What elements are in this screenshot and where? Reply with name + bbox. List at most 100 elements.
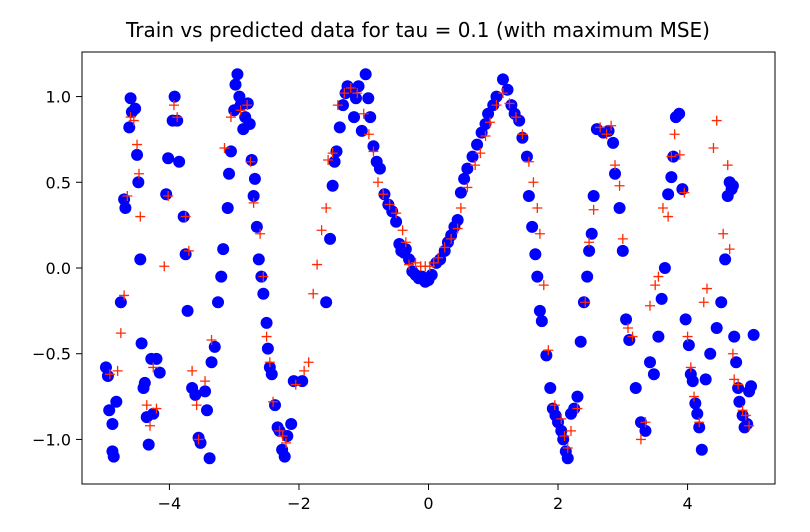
train-point bbox=[124, 92, 137, 105]
predicted-point bbox=[614, 180, 625, 191]
predicted-point bbox=[549, 400, 560, 411]
predicted-point bbox=[517, 129, 528, 140]
train-point bbox=[520, 150, 533, 163]
predicted-point bbox=[264, 357, 275, 368]
train-point bbox=[733, 395, 746, 408]
train-point bbox=[533, 304, 546, 317]
train-point bbox=[496, 73, 509, 86]
predicted-point bbox=[104, 369, 115, 380]
y-tick-label: 0.0 bbox=[46, 259, 71, 278]
predicted-point bbox=[303, 357, 314, 368]
predicted-point bbox=[657, 203, 668, 213]
x-tick-label: −4 bbox=[158, 494, 182, 513]
predicted-point bbox=[543, 345, 554, 356]
predicted-point bbox=[163, 191, 174, 201]
predicted-point bbox=[532, 203, 543, 213]
predicted-point bbox=[666, 151, 677, 162]
predicted-point bbox=[572, 403, 583, 414]
predicted-point bbox=[737, 405, 748, 416]
predicted-point bbox=[685, 362, 696, 373]
predicted-point bbox=[740, 410, 751, 421]
predicted-point bbox=[708, 143, 719, 153]
y-tick-label: −0.5 bbox=[32, 345, 71, 364]
predicted-point bbox=[219, 143, 230, 153]
train-point bbox=[349, 92, 362, 105]
train-point bbox=[362, 92, 375, 105]
predicted-point bbox=[242, 100, 253, 111]
predicted-point bbox=[141, 400, 152, 411]
train-point bbox=[221, 202, 234, 214]
chart-title: Train vs predicted data for tau = 0.1 (w… bbox=[125, 18, 710, 42]
train-point bbox=[173, 155, 186, 168]
train-point bbox=[367, 140, 380, 153]
train-point bbox=[644, 356, 657, 369]
predicted-point bbox=[689, 391, 700, 402]
y-tick-label: 0.5 bbox=[46, 173, 71, 192]
train-point bbox=[607, 136, 620, 149]
train-point bbox=[364, 111, 377, 124]
predicted-point bbox=[321, 203, 332, 213]
train-point bbox=[101, 370, 114, 382]
train-point bbox=[585, 227, 598, 240]
predicted-point bbox=[491, 100, 502, 111]
train-point bbox=[710, 322, 723, 334]
train-point bbox=[359, 68, 372, 81]
train-point bbox=[107, 450, 120, 463]
predicted-point bbox=[523, 156, 534, 167]
predicted-point bbox=[404, 259, 415, 270]
predicted-point bbox=[470, 160, 481, 171]
train-point bbox=[574, 335, 587, 348]
predicted-point bbox=[316, 225, 327, 236]
predicted-point bbox=[650, 280, 661, 291]
train-point bbox=[245, 154, 258, 166]
train-point bbox=[355, 124, 368, 137]
predicted-point bbox=[235, 105, 246, 116]
predicted-point bbox=[352, 88, 363, 99]
predicted-point bbox=[323, 155, 334, 165]
train-point bbox=[326, 179, 339, 192]
train-point bbox=[243, 118, 256, 130]
train-point bbox=[693, 421, 706, 434]
train-point bbox=[162, 152, 175, 165]
train-point bbox=[123, 121, 136, 134]
train-point bbox=[529, 248, 542, 261]
train-point bbox=[328, 155, 341, 168]
x-tick-label: 4 bbox=[682, 494, 692, 513]
train-point bbox=[168, 90, 181, 103]
predicted-point bbox=[462, 182, 473, 193]
predicted-point bbox=[640, 417, 651, 428]
predicted-point bbox=[345, 83, 356, 93]
train-point bbox=[285, 418, 298, 430]
predicted-point bbox=[308, 288, 319, 299]
train-point bbox=[526, 220, 539, 233]
predicted-point bbox=[645, 300, 656, 311]
train-point bbox=[390, 215, 403, 228]
train-point bbox=[544, 382, 557, 394]
train-point bbox=[324, 232, 337, 245]
x-tick-label: 0 bbox=[423, 494, 433, 513]
predicted-point bbox=[595, 122, 606, 133]
train-point bbox=[602, 124, 615, 137]
predicted-point bbox=[455, 203, 466, 213]
train-point bbox=[561, 452, 574, 465]
predicted-point bbox=[601, 129, 612, 140]
train-point bbox=[203, 452, 216, 465]
train-point bbox=[352, 80, 365, 93]
predicted-point bbox=[193, 434, 204, 445]
predicted-point bbox=[191, 400, 202, 411]
train-point bbox=[726, 179, 739, 192]
train-point bbox=[730, 356, 743, 369]
train-point bbox=[333, 121, 346, 134]
train-point bbox=[278, 450, 291, 463]
train-point bbox=[522, 190, 535, 202]
predicted-point bbox=[617, 233, 628, 244]
train-point bbox=[513, 114, 526, 127]
train-point bbox=[205, 356, 218, 369]
train-point bbox=[135, 337, 148, 350]
train-point bbox=[662, 188, 675, 201]
train-point bbox=[150, 352, 163, 365]
predicted-point bbox=[358, 108, 369, 119]
train-point bbox=[138, 376, 151, 389]
predicted-point bbox=[327, 148, 338, 159]
predicted-point bbox=[277, 431, 288, 441]
